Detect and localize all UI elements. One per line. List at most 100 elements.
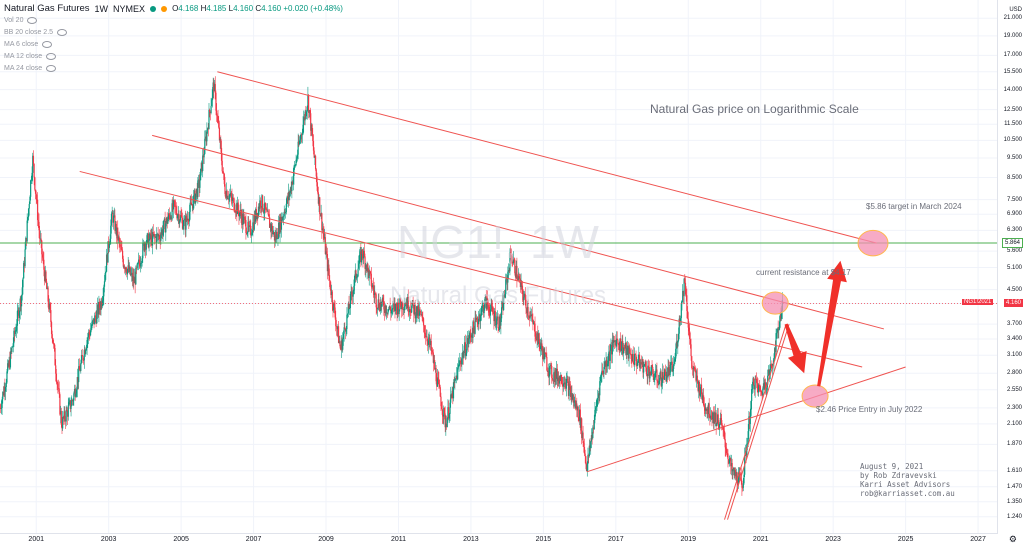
candle-body — [449, 402, 451, 414]
price-axis[interactable]: USD 21.000 19.000 17.000 15.500 14.000 12.500… — [997, 0, 1024, 548]
candle-body — [590, 435, 593, 442]
candle-body — [107, 241, 109, 263]
eye-icon[interactable] — [42, 41, 53, 48]
candle-body — [158, 235, 161, 240]
candle-body — [174, 200, 176, 206]
candle-body — [310, 113, 312, 131]
candle-body — [368, 270, 370, 279]
candle-body — [100, 301, 102, 310]
trendline — [727, 323, 790, 520]
candle-body — [714, 412, 716, 422]
candle-body — [749, 415, 751, 425]
trendline — [217, 71, 877, 244]
eye-icon[interactable] — [46, 53, 57, 60]
candle-body — [335, 326, 338, 328]
candle-body — [132, 276, 134, 282]
candle-body — [315, 169, 317, 177]
indicator-bb[interactable]: BB 20 close 2.5 — [4, 29, 68, 36]
symbol-label[interactable]: Natural Gas Futures — [4, 3, 90, 14]
candle-body — [432, 352, 434, 363]
candle-body — [621, 341, 623, 349]
candle-body — [498, 328, 500, 331]
candle-body — [167, 219, 169, 224]
time-axis[interactable]: 2001 2003 2005 2007 2009 2011 2013 2015 2017 2019… — [0, 533, 998, 548]
candle-body — [249, 225, 251, 227]
candle-body — [712, 412, 714, 424]
candle-body — [395, 303, 397, 307]
candle-body — [466, 337, 469, 345]
candle-body — [275, 231, 278, 240]
candle-body — [126, 269, 129, 275]
candle-body — [250, 234, 253, 236]
candle-body — [645, 367, 648, 375]
candle-body — [437, 377, 439, 379]
indicator-ma6[interactable]: MA 6 close — [4, 41, 53, 48]
candle-body — [718, 423, 720, 430]
candle-body — [599, 376, 602, 382]
eye-icon[interactable] — [46, 65, 57, 72]
candle-body — [742, 483, 744, 488]
candle-body — [442, 414, 444, 417]
candle-body — [697, 381, 699, 391]
candle-body — [653, 377, 655, 380]
candle-body — [43, 269, 46, 282]
candle-body — [468, 332, 471, 339]
candle-body — [52, 338, 54, 344]
candle-body — [562, 383, 565, 387]
candle-body — [58, 388, 60, 395]
candle-body — [689, 339, 691, 345]
candle-body — [624, 342, 627, 349]
candle-body — [554, 370, 556, 383]
candle-body — [726, 453, 728, 454]
indicator-ma24[interactable]: MA 24 close — [4, 65, 57, 72]
price-tick-label: 2.300 — [1006, 404, 1022, 411]
interval-label[interactable]: 1W — [94, 3, 109, 14]
settings-gear-icon[interactable]: ⚙ — [1008, 534, 1017, 544]
candle-body — [48, 301, 50, 310]
candle-body — [641, 363, 643, 365]
candle-body — [604, 361, 606, 367]
candle-body — [731, 463, 733, 472]
candle-body — [698, 381, 701, 396]
candle-body — [266, 210, 269, 212]
candle-body — [308, 110, 310, 113]
eye-icon[interactable] — [57, 29, 68, 36]
candle-body — [482, 305, 484, 307]
candle-body — [316, 176, 318, 187]
candle-body — [101, 301, 103, 307]
candle-body — [758, 384, 760, 393]
candle-body — [589, 445, 591, 449]
candle-body — [115, 223, 117, 236]
candle-body — [483, 307, 485, 314]
candle-body — [504, 294, 506, 298]
candle-body — [537, 333, 540, 344]
candle-body — [94, 315, 96, 325]
candle-body — [328, 264, 330, 276]
eye-icon[interactable] — [27, 17, 38, 24]
indicator-ma12[interactable]: MA 12 close — [4, 53, 57, 60]
candle-body — [388, 305, 391, 309]
candle-body — [372, 285, 374, 288]
candle-body — [668, 368, 671, 376]
candle-body — [599, 381, 601, 396]
candle-body — [165, 223, 167, 233]
indicator-vol[interactable]: Vol 20 — [4, 17, 38, 24]
delay-status-dot — [161, 5, 168, 12]
candle-body — [533, 322, 535, 324]
candle-body — [370, 271, 372, 274]
candle-body — [79, 369, 81, 371]
candle-body — [50, 310, 52, 323]
candle-body — [580, 418, 582, 428]
candle-body — [202, 155, 204, 171]
candle-body — [523, 296, 525, 301]
price-tick-label: 1.240 — [1006, 513, 1022, 520]
candle-body — [652, 366, 654, 375]
candle-body — [659, 371, 662, 379]
candle-body — [220, 147, 223, 161]
candle-body — [98, 301, 100, 315]
time-tick-label: 2007 — [245, 536, 262, 543]
candle-body — [164, 218, 166, 233]
candle-body — [605, 359, 607, 367]
candle-body — [159, 239, 161, 241]
